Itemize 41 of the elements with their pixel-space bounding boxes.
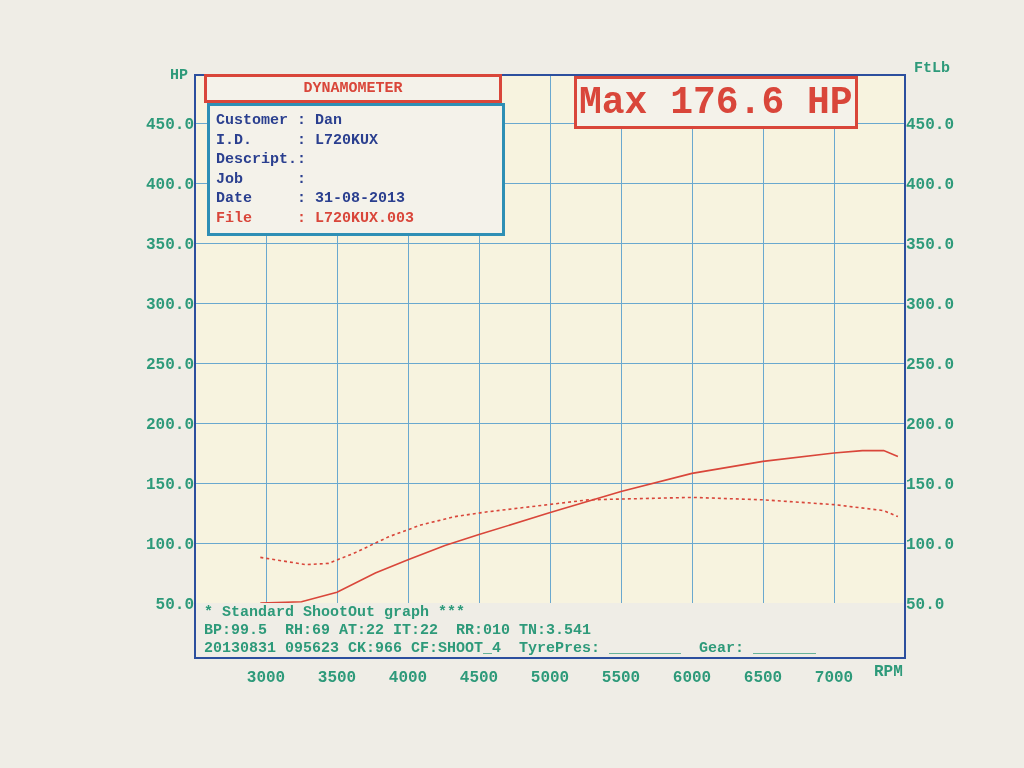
y2-tick-label: 300.0 [906,295,955,314]
y-tick-label: 50.0 [155,595,194,614]
y2-tick-label: 350.0 [906,235,955,254]
x-tick-label: 4000 [388,669,428,687]
y-tick-label: 200.0 [145,415,194,434]
x-tick-label: 3000 [246,669,286,687]
x-axis-title: RPM [874,663,903,681]
text: * Standard ShootOut graph *** [204,604,466,621]
x-tick-label: 5000 [530,669,570,687]
annotation: File : L720KUX.003 [216,209,415,227]
y-tick-label: 100.0 [145,535,194,554]
annotation: Descript.: [216,151,307,168]
y-tick-label: 250.0 [145,355,194,374]
x-tick-label: 6500 [743,669,783,687]
x-tick-label: 4500 [459,669,499,687]
annotation: Customer : Dan [216,112,343,129]
y2-tick-label: 100.0 [906,535,955,554]
y2-tick-label: 400.0 [906,175,955,194]
x-tick-label: 6000 [672,669,712,687]
y2-tick-label: 50.0 [906,595,945,614]
annotation: DYNAMOMETER [303,80,403,97]
text: BP:99.5 RH:69 AT:22 IT:22 RR:010 TN:3.541 [204,622,592,639]
y2-tick-label: 150.0 [906,475,955,494]
x-tick-label: 5500 [601,669,641,687]
x-tick-label: 3500 [317,669,357,687]
line-series [259,449,899,603]
y2-tick-label: 250.0 [906,355,955,374]
y-tick-label: 400.0 [145,175,194,194]
y2-axis-title: FtLb [914,60,951,77]
y-axis-title: HP [170,67,189,84]
annotation: I.D. : L720KUX [216,131,379,149]
y-tick-label: 300.0 [145,295,194,314]
annotation: Job : [216,170,307,188]
x-tick-label: 7000 [814,669,854,687]
text: 20130831 095623 CK:966 CF:SHOOT_4 TyrePres: ________ Gear: _______ [204,640,818,657]
y2-tick-label: 450.0 [906,115,955,134]
y2-tick-label: 200.0 [906,415,955,434]
annotation: Date : 31-08-2013 [216,190,406,207]
y-tick-label: 350.0 [145,235,194,254]
y-tick-label: 450.0 [145,115,194,134]
y-tick-label: 150.0 [145,475,194,494]
